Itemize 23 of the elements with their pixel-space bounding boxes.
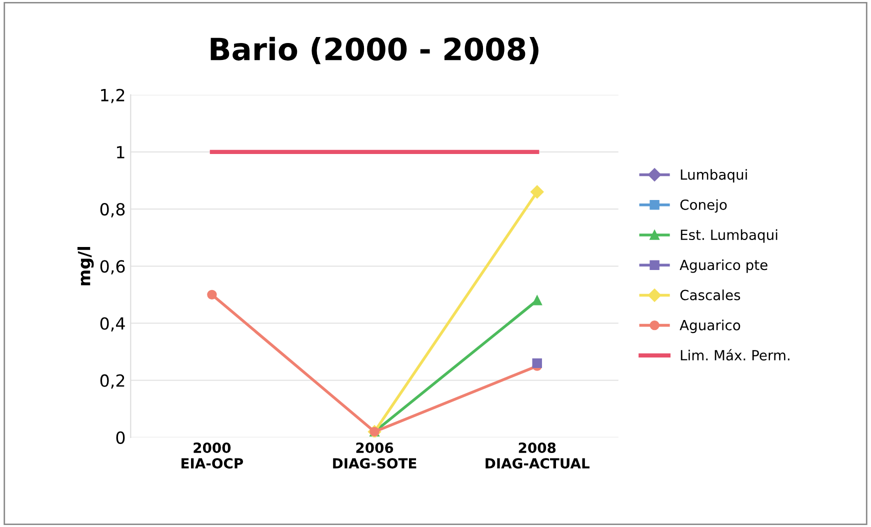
y-tick-label: 0,6 [100, 260, 125, 274]
point [530, 185, 544, 199]
point [207, 290, 217, 300]
x-tick-label: 2006 DIAG-SOTE [333, 442, 416, 469]
y-tick-label: 0 [116, 431, 125, 444]
y-tick-label: 0,4 [100, 317, 125, 332]
legend-label: Lim. Máx. Perm. [680, 349, 790, 360]
y-tick-label: 1,2 [101, 88, 124, 104]
chart-title: Bario (2000 - 2008) [210, 36, 538, 64]
legend-label: Est. Lumbaqui [680, 229, 778, 243]
x-tick-label: 2008 DIAG-ACTUAL [486, 442, 590, 469]
legend-label: Aguarico [680, 320, 740, 334]
legend-label: Cascales [680, 290, 740, 300]
legend-label: Aguarico pte [680, 259, 768, 273]
x-tick-label: 2000 EIA-OCP [182, 442, 244, 469]
y-tick-label: 0,2 [100, 374, 124, 389]
legend-label: Lumbaqui [680, 169, 747, 183]
point [532, 296, 542, 306]
y-tick-label: 1 [117, 146, 124, 158]
point [532, 358, 542, 368]
y-tick-label: 0,8 [100, 203, 125, 218]
legend-label: Conejo [680, 199, 727, 213]
y-axis-title: mg/l [77, 246, 94, 286]
